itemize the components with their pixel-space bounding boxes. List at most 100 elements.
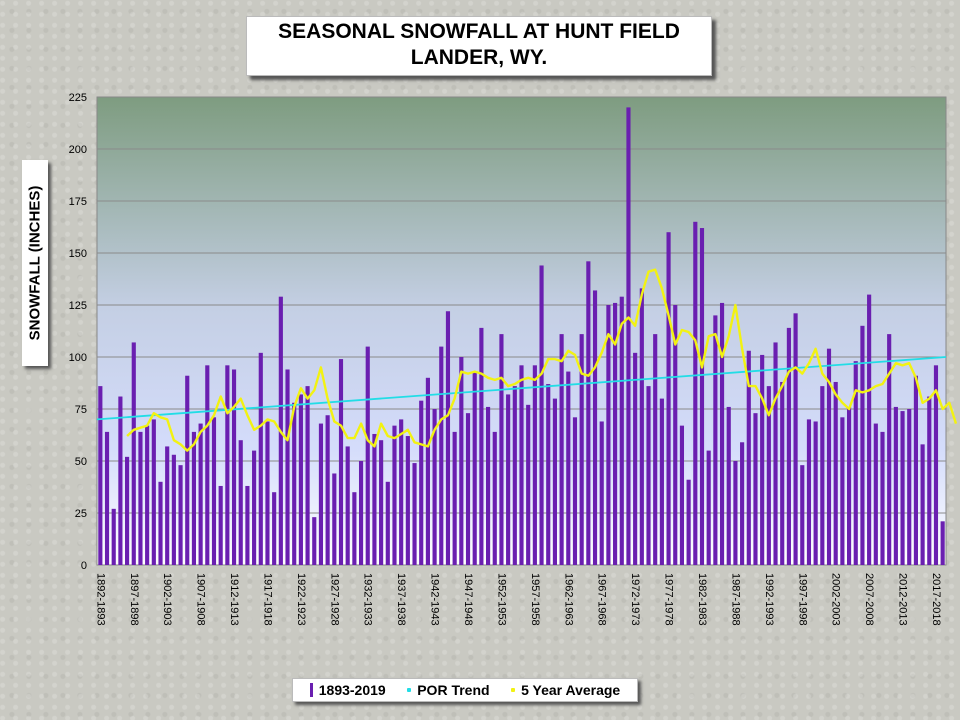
bar — [673, 305, 678, 565]
bar — [880, 431, 885, 565]
bar — [833, 381, 838, 565]
legend-item-trend: POR Trend — [407, 682, 490, 698]
bar — [766, 386, 771, 565]
bar — [873, 423, 878, 565]
x-tick-label: 1927-1928 — [328, 573, 340, 626]
bar — [653, 334, 658, 565]
bar — [312, 517, 317, 565]
bar — [405, 436, 410, 565]
bar — [907, 409, 912, 565]
bar — [506, 394, 511, 565]
x-tick-label: 1892-1893 — [94, 573, 106, 626]
bar — [579, 334, 584, 565]
bar — [679, 425, 685, 565]
bar — [746, 350, 751, 565]
x-tick-label: 1967-1968 — [596, 573, 608, 626]
bar — [419, 400, 424, 565]
bar — [185, 375, 190, 565]
y-tick-label: 75 — [75, 404, 87, 416]
bar — [425, 377, 430, 565]
five-year-average-line — [126, 268, 958, 452]
bar — [218, 485, 223, 565]
bar — [265, 421, 270, 565]
bar — [846, 406, 852, 565]
bar — [465, 413, 471, 565]
x-tick-label: 1982-1983 — [696, 573, 708, 626]
bar — [171, 454, 176, 565]
bar — [780, 381, 785, 565]
x-tick-label: 1917-1918 — [261, 573, 273, 626]
bar — [131, 342, 136, 565]
bar — [927, 396, 932, 565]
bar — [392, 425, 397, 565]
bar — [519, 365, 524, 565]
bar — [305, 386, 310, 565]
bar — [920, 444, 925, 565]
bar — [358, 461, 364, 565]
bar — [840, 417, 845, 565]
bar — [492, 431, 497, 565]
chart-title-line2: LANDER, WY. — [410, 46, 548, 69]
trend-line — [96, 356, 947, 421]
bar — [699, 228, 705, 566]
bar — [786, 327, 791, 565]
y-axis-label-box: SNOWFALL (INCHES) — [22, 160, 48, 366]
bar — [800, 465, 805, 565]
bar — [820, 386, 825, 565]
bar — [913, 375, 918, 565]
legend-swatch-average — [511, 688, 516, 692]
bar — [686, 479, 691, 565]
legend-item-bars: 1893-2019 — [309, 682, 386, 698]
x-tick-label: 1987-1988 — [729, 573, 741, 626]
y-axis-ticks: 0 25 50 75 100 125 150 175 200 225 — [69, 92, 87, 572]
bar — [693, 221, 698, 566]
y-tick-label: 150 — [69, 248, 87, 260]
legend-label-average: 5 Year Average — [521, 682, 621, 698]
bar — [499, 334, 504, 565]
bar — [231, 369, 237, 565]
bars-series — [98, 107, 945, 566]
bar — [445, 311, 451, 565]
bar — [365, 346, 370, 565]
bar — [372, 433, 377, 565]
bar — [145, 425, 150, 565]
bar — [900, 411, 905, 565]
legend-swatch-trend — [407, 688, 412, 692]
y-tick-label: 0 — [81, 560, 87, 572]
legend-label-bars: 1893-2019 — [318, 682, 386, 698]
bar — [332, 473, 337, 565]
bar — [719, 302, 725, 565]
bar — [599, 421, 604, 565]
bar — [706, 450, 711, 565]
bar — [345, 446, 350, 565]
bar — [252, 450, 257, 565]
chart-title-line1: SEASONAL SNOWFALL AT HUNT FIELD — [278, 20, 680, 43]
bar — [472, 371, 477, 565]
y-axis-label-svg: SNOWFALL (INCHES) — [27, 186, 44, 341]
bar — [793, 313, 798, 565]
legend-item-average: 5 Year Average — [511, 682, 620, 698]
bar — [826, 348, 832, 565]
bar — [165, 446, 170, 565]
x-tick-label: 1962-1963 — [562, 573, 574, 626]
bar — [352, 492, 357, 565]
bar — [318, 423, 324, 565]
bar — [198, 423, 203, 565]
bar — [158, 481, 163, 565]
bar — [559, 334, 564, 565]
bar — [552, 398, 557, 565]
y-tick-label: 225 — [69, 92, 87, 104]
bar — [726, 406, 731, 565]
bar — [298, 394, 303, 565]
x-tick-label: 1992-1993 — [763, 573, 775, 626]
y-tick-label: 25 — [75, 508, 87, 520]
legend-label-trend: POR Trend — [417, 682, 490, 698]
bar — [151, 419, 156, 565]
bar — [104, 431, 110, 565]
y-tick-label: 125 — [69, 300, 87, 312]
bar — [379, 440, 384, 565]
x-tick-label: 1957-1958 — [529, 573, 541, 626]
x-tick-label: 1912-1913 — [228, 573, 240, 626]
bar — [586, 261, 591, 565]
bar — [258, 352, 263, 565]
